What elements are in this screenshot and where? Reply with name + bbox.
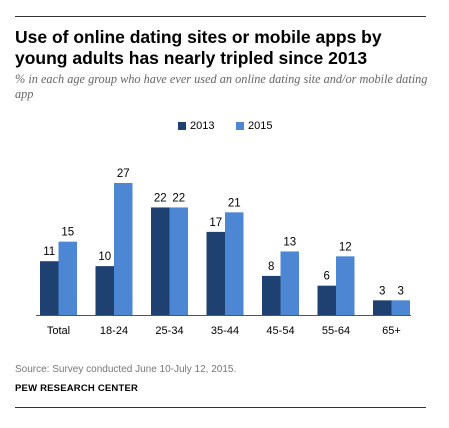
bottom-rule bbox=[15, 407, 426, 408]
bar-2015-25-34 bbox=[169, 207, 188, 315]
legend-swatch-2015 bbox=[236, 122, 244, 130]
top-rule bbox=[15, 16, 426, 17]
x-tick-label-45-54: 45-54 bbox=[266, 325, 294, 337]
data-label-2013-25-34: 22 bbox=[154, 192, 167, 204]
data-label-2013-45-54: 8 bbox=[268, 261, 274, 273]
bar-2013-35-44 bbox=[206, 231, 225, 315]
data-label-2015-18-24: 27 bbox=[117, 168, 130, 180]
bar-2013-65+ bbox=[373, 300, 392, 315]
x-tick-label-18-24: 18-24 bbox=[100, 325, 128, 337]
bar-2015-35-44 bbox=[225, 212, 244, 315]
organization-name: PEW RESEARCH CENTER bbox=[15, 383, 139, 394]
chart-subtitle: % in each age group who have ever used a… bbox=[15, 72, 428, 101]
bar-2015-45-54 bbox=[280, 251, 299, 315]
bar-2015-18-24 bbox=[114, 183, 133, 315]
data-label-2013-18-24: 10 bbox=[98, 251, 111, 263]
x-tick-label-65+: 65+ bbox=[382, 325, 401, 337]
x-tick-label-35-44: 35-44 bbox=[211, 325, 239, 337]
data-label-2015-35-44: 21 bbox=[228, 197, 241, 209]
data-label-2013-65+: 3 bbox=[379, 285, 385, 297]
data-label-2015-65+: 3 bbox=[398, 285, 404, 297]
data-label-2015-25-34: 22 bbox=[172, 192, 185, 204]
x-tick-label-55-64: 55-64 bbox=[322, 325, 350, 337]
data-label-2015-45-54: 13 bbox=[283, 236, 296, 248]
legend-label-2013: 2013 bbox=[190, 120, 215, 132]
data-label-2013-Total: 11 bbox=[43, 246, 55, 258]
source-note: Source: Survey conducted June 10-July 12… bbox=[15, 364, 237, 375]
bar-2013-25-34 bbox=[151, 207, 170, 315]
legend-item-2013: 2013 bbox=[178, 119, 214, 133]
legend-item-2015: 2015 bbox=[236, 119, 272, 133]
data-label-2015-Total: 15 bbox=[61, 227, 74, 239]
legend: 2013 2015 bbox=[0, 119, 449, 133]
bar-2015-55-64 bbox=[336, 256, 355, 315]
data-label-2013-55-64: 6 bbox=[324, 271, 330, 283]
legend-label-2015: 2015 bbox=[248, 120, 273, 132]
bar-2013-18-24 bbox=[95, 266, 114, 315]
bar-2013-55-64 bbox=[317, 285, 336, 315]
data-label-2015-55-64: 12 bbox=[339, 241, 352, 253]
bar-2013-Total bbox=[40, 261, 59, 315]
legend-swatch-2013 bbox=[178, 122, 186, 130]
data-label-2013-35-44: 17 bbox=[209, 217, 222, 229]
chart-title: Use of online dating sites or mobile app… bbox=[15, 27, 382, 68]
bar-2013-45-54 bbox=[262, 275, 281, 315]
bar-2015-65+ bbox=[391, 300, 410, 315]
bar-2015-Total bbox=[58, 241, 77, 315]
x-tick-label-25-34: 25-34 bbox=[155, 325, 183, 337]
x-tick-label-Total: Total bbox=[47, 325, 70, 337]
